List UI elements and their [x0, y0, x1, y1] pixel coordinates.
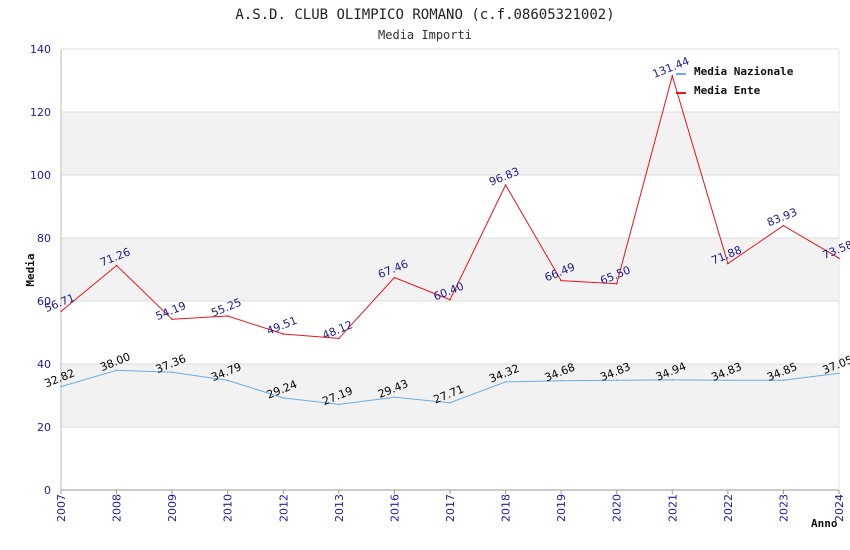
data-label: 83.93: [765, 205, 799, 229]
data-point: [782, 224, 785, 227]
grid-bands: [61, 112, 839, 427]
x-tick-label: 2024: [833, 494, 846, 522]
data-point: [671, 379, 674, 381]
y-tick-label: 140: [30, 43, 51, 56]
data-point: [282, 333, 285, 335]
data-point: [226, 315, 229, 317]
x-tick-label: 2012: [277, 494, 290, 522]
x-axis-label: Anno: [811, 517, 838, 530]
x-tick-label: 2020: [611, 494, 624, 522]
x-tick-label: 2017: [444, 494, 457, 522]
data-point: [838, 372, 840, 375]
data-label: 131.44: [651, 54, 692, 80]
x-tick-label: 2021: [666, 494, 679, 522]
x-tick-label: 2008: [111, 494, 124, 522]
x-tick-label: 2007: [55, 494, 68, 522]
y-axis-label: Media: [24, 253, 37, 286]
grid-band: [61, 112, 839, 175]
data-point: [727, 262, 729, 265]
data-point: [226, 379, 229, 382]
data-point: [504, 184, 507, 186]
data-point: [60, 385, 62, 388]
legend-label: Media Ente: [694, 84, 761, 97]
data-point: [727, 379, 729, 382]
data-point: [782, 379, 785, 382]
y-tick-label: 20: [37, 421, 51, 434]
y-tick-label: 40: [37, 358, 51, 371]
legend-label: Media Nazionale: [694, 65, 794, 78]
data-point: [504, 381, 507, 383]
data-point: [393, 276, 396, 279]
chart-subtitle: Media Importi: [378, 28, 472, 42]
y-tick-label: 60: [37, 295, 51, 308]
y-tick-label: 100: [30, 169, 51, 182]
data-point: [393, 396, 396, 399]
x-tick-label: 2023: [777, 494, 790, 522]
data-point: [560, 379, 562, 382]
y-tick-label: 80: [37, 232, 51, 245]
data-point: [449, 298, 451, 301]
x-tick-label: 2016: [388, 494, 401, 522]
data-point: [671, 75, 674, 77]
data-point: [60, 310, 62, 313]
data-point: [449, 401, 451, 404]
data-label: 49.51: [265, 314, 299, 338]
data-point: [338, 403, 340, 406]
data-point: [338, 337, 340, 340]
data-point: [615, 379, 618, 382]
x-tick-label: 2018: [500, 494, 513, 522]
y-axis-ticks: 0 20 40 60 80 100 120 140: [30, 43, 51, 497]
x-tick-label: 2009: [166, 494, 179, 522]
chart-title: A.S.D. CLUB OLIMPICO ROMANO (c.f.0860532…: [235, 7, 614, 23]
data-point: [115, 264, 118, 267]
x-tick-label: 2022: [722, 494, 735, 522]
x-tick-label: 2010: [222, 494, 235, 522]
legend: Media Nazionale Media Ente: [676, 65, 794, 97]
grid-band: [61, 238, 839, 301]
x-axis-ticks: 2007 2008 2009 2010 2012 2013 2016 2017 2018 2019…: [55, 490, 846, 522]
x-tick-label: 2013: [333, 494, 346, 522]
y-tick-label: 0: [44, 484, 51, 497]
y-tick-label: 120: [30, 106, 51, 119]
data-point: [115, 369, 118, 372]
data-point: [560, 279, 562, 282]
data-label: 54.19: [154, 299, 188, 323]
x-tick-label: 2019: [555, 494, 568, 522]
data-point: [282, 397, 285, 399]
data-point: [171, 318, 173, 321]
data-point: [615, 282, 618, 285]
data-point: [838, 257, 840, 260]
series-group: [60, 74, 840, 406]
data-point: [171, 371, 173, 374]
